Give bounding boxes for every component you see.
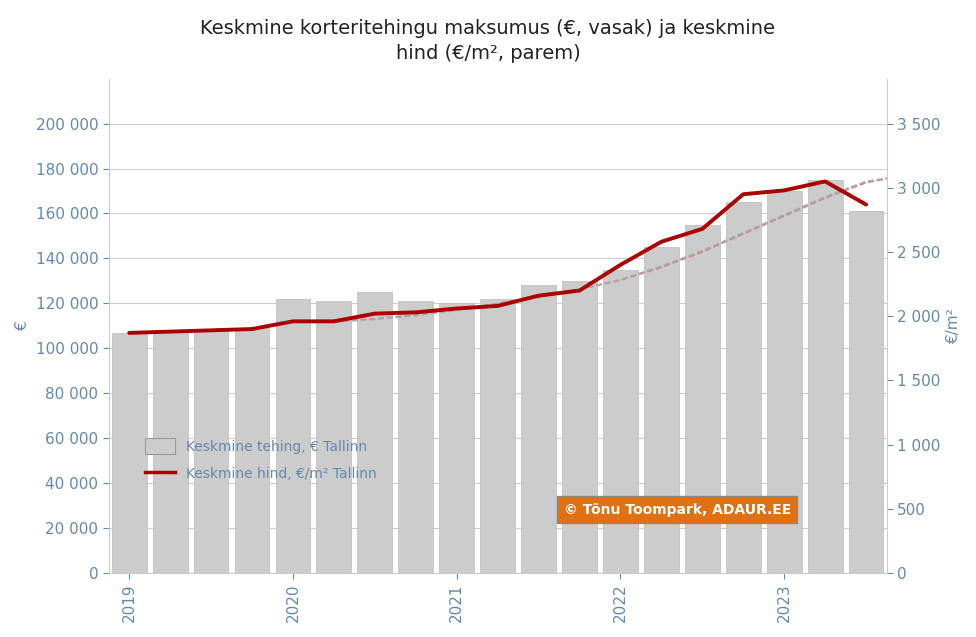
Bar — [398, 301, 433, 573]
Bar — [480, 299, 515, 573]
Y-axis label: €/m²: €/m² — [946, 308, 961, 344]
Bar — [849, 211, 883, 573]
Bar — [152, 331, 187, 573]
Bar — [357, 292, 392, 573]
Text: Keskmine korteritehingu maksumus (€, vasak) ja keskmine
hind (€/m², parem): Keskmine korteritehingu maksumus (€, vas… — [200, 19, 776, 63]
Bar — [193, 331, 228, 573]
Bar — [562, 281, 597, 573]
Bar — [234, 328, 269, 573]
Bar — [603, 269, 638, 573]
Bar — [439, 303, 474, 573]
Bar — [767, 191, 801, 573]
Bar — [316, 301, 351, 573]
Text: © Tõnu Toompark, ADAUR.EE: © Tõnu Toompark, ADAUR.EE — [564, 503, 791, 517]
Legend: Keskmine tehing, € Tallinn, Keskmine hind, €/m² Tallinn: Keskmine tehing, € Tallinn, Keskmine hin… — [139, 433, 383, 487]
Bar — [275, 299, 310, 573]
Y-axis label: €: € — [15, 321, 30, 331]
Bar — [685, 225, 719, 573]
Bar — [726, 203, 760, 573]
Bar — [112, 333, 146, 573]
Bar — [808, 180, 842, 573]
Bar — [521, 285, 556, 573]
Bar — [644, 247, 678, 573]
